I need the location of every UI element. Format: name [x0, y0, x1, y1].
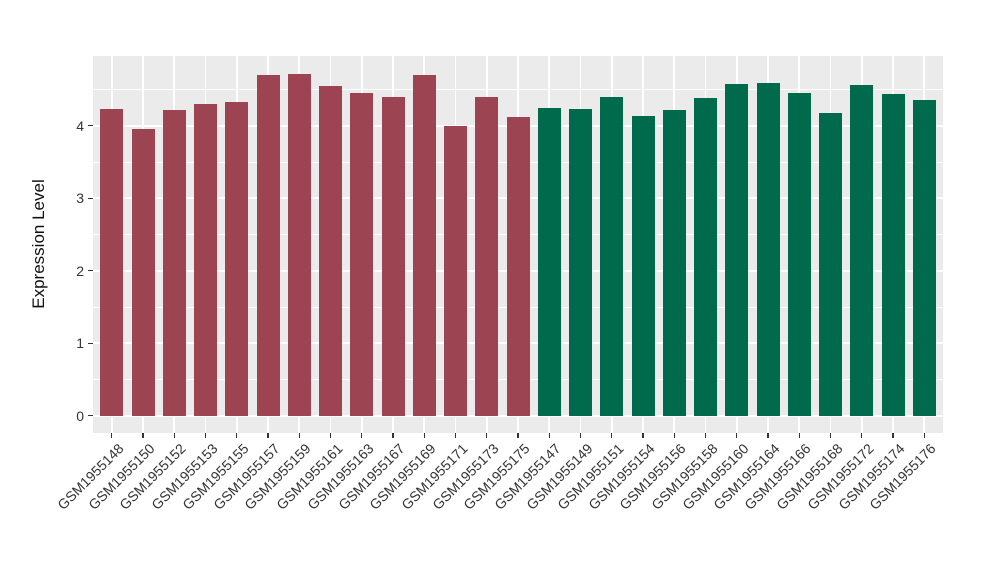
x-tick — [236, 433, 238, 438]
bar-GSM1955159 — [287, 73, 311, 416]
bar-GSM1955173 — [475, 97, 499, 416]
bar-GSM1955172 — [850, 85, 874, 416]
y-tick — [88, 415, 93, 417]
plot-panel — [93, 56, 943, 433]
bar-GSM1955149 — [569, 109, 592, 416]
y-tick — [88, 270, 93, 272]
y-tick-label: 4 — [76, 117, 84, 134]
bar-GSM1955150 — [131, 128, 155, 416]
x-tick — [548, 433, 550, 438]
x-tick — [673, 433, 675, 438]
bar-GSM1955153 — [194, 103, 217, 416]
bar-GSM1955158 — [694, 98, 717, 416]
x-tick — [204, 433, 207, 438]
y-axis-title: Expression Level — [29, 179, 48, 309]
x-tick — [861, 433, 863, 438]
y-tick — [88, 125, 93, 127]
y-tick-label: 1 — [76, 335, 84, 352]
x-tick — [454, 433, 457, 438]
bar-GSM1955155 — [225, 101, 249, 416]
x-tick — [829, 433, 832, 438]
x-tick — [798, 433, 800, 438]
x-tick — [611, 433, 613, 438]
bar-GSM1955157 — [256, 74, 280, 416]
bar-GSM1955151 — [600, 96, 624, 416]
y-tick-label: 2 — [76, 262, 84, 279]
x-tick — [361, 433, 363, 438]
x-tick — [486, 433, 488, 438]
bar-GSM1955167 — [381, 96, 405, 416]
x-tick — [267, 433, 269, 438]
bar-GSM1955169 — [412, 74, 436, 416]
x-tick — [704, 433, 707, 438]
x-tick — [892, 433, 894, 438]
x-tick — [111, 433, 113, 438]
bar-GSM1955164 — [756, 82, 780, 416]
x-tick — [329, 433, 332, 438]
bar-GSM1955175 — [506, 117, 530, 416]
bar-GSM1955156 — [662, 110, 686, 416]
bar-GSM1955174 — [881, 93, 905, 416]
x-tick — [298, 433, 300, 438]
y-tick — [88, 197, 93, 199]
bar-GSM1955176 — [912, 100, 936, 416]
y-tick — [88, 342, 93, 344]
bar-GSM1955168 — [819, 113, 842, 416]
x-tick — [173, 433, 175, 438]
x-tick — [579, 433, 582, 438]
bar-GSM1955152 — [162, 110, 186, 416]
x-tick — [392, 433, 394, 438]
x-tick — [923, 433, 925, 438]
bar-GSM1955148 — [100, 109, 124, 416]
x-tick — [423, 433, 425, 438]
bar-GSM1955154 — [631, 116, 655, 416]
bar-GSM1955163 — [350, 93, 374, 416]
x-tick — [142, 433, 144, 438]
bar-GSM1955161 — [319, 85, 342, 416]
bar-GSM1955166 — [787, 93, 811, 416]
y-tick-label: 0 — [76, 407, 84, 424]
x-tick — [736, 433, 738, 438]
bar-GSM1955147 — [537, 107, 561, 416]
x-tick — [767, 433, 769, 438]
x-tick — [642, 433, 644, 438]
bar-GSM1955171 — [444, 126, 467, 416]
x-tick — [517, 433, 519, 438]
y-tick-label: 3 — [76, 190, 84, 207]
bar-GSM1955160 — [725, 84, 749, 416]
